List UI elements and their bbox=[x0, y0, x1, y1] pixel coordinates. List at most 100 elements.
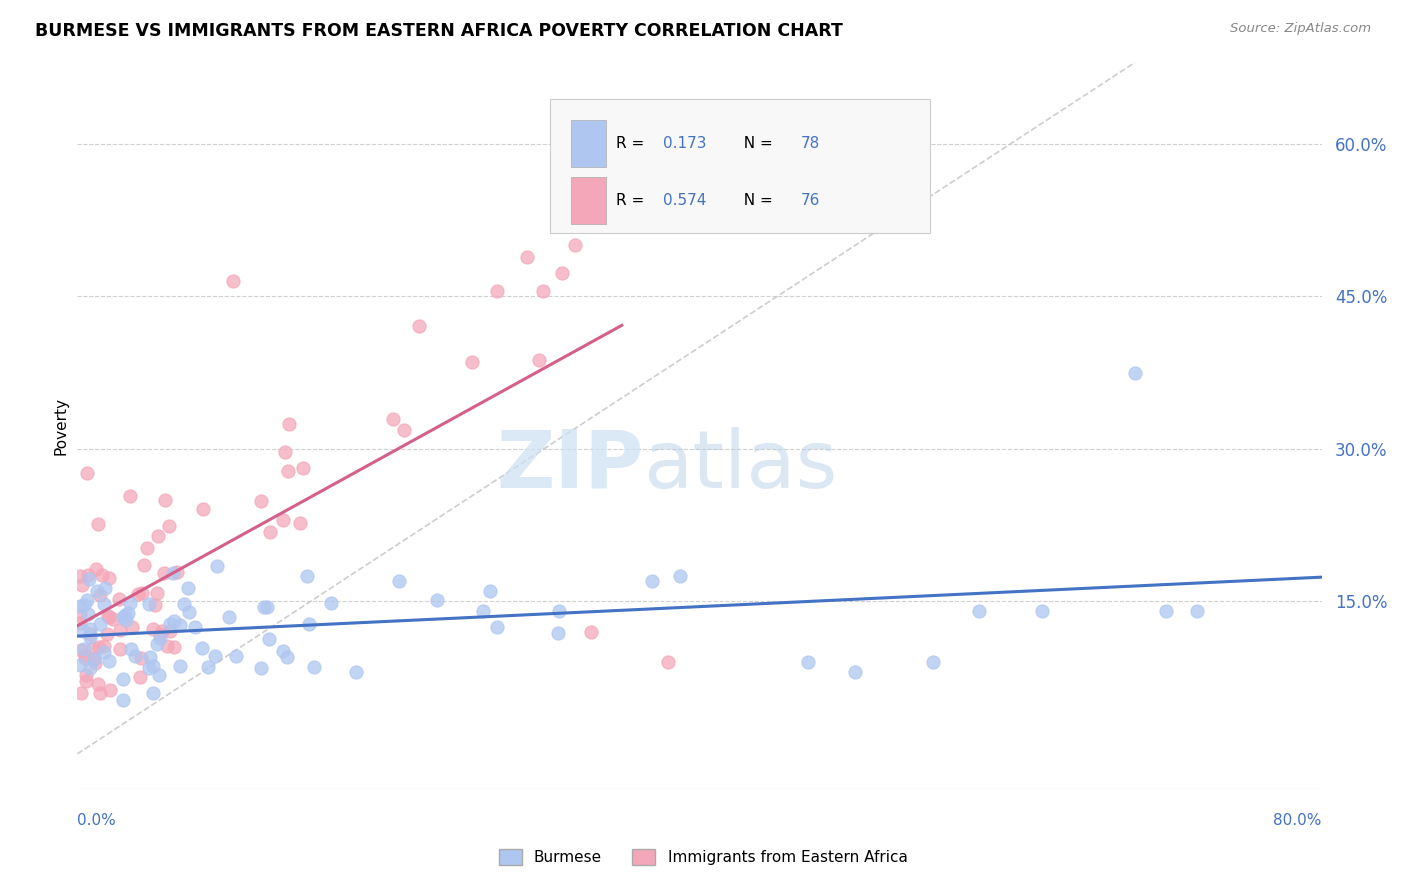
Point bbox=[72, 624, 94, 638]
Point bbox=[89, 616, 111, 631]
Point bbox=[117, 607, 139, 621]
Point bbox=[111, 610, 134, 624]
Point bbox=[1031, 605, 1053, 619]
Point bbox=[408, 318, 430, 333]
Point bbox=[138, 597, 160, 611]
Point bbox=[124, 649, 146, 664]
Point bbox=[641, 574, 664, 589]
Point bbox=[93, 597, 115, 611]
Point bbox=[157, 519, 180, 533]
Point bbox=[319, 596, 342, 610]
Point bbox=[69, 599, 91, 614]
Point bbox=[155, 639, 177, 653]
Point bbox=[295, 569, 318, 583]
Point bbox=[77, 607, 100, 622]
FancyBboxPatch shape bbox=[550, 99, 929, 234]
Point bbox=[143, 598, 166, 612]
Point bbox=[76, 593, 98, 607]
Point bbox=[302, 660, 325, 674]
Text: N =: N = bbox=[734, 193, 778, 208]
Point bbox=[153, 566, 176, 580]
Point bbox=[485, 620, 508, 634]
Point bbox=[89, 588, 111, 602]
Point bbox=[108, 641, 131, 656]
Point bbox=[138, 661, 160, 675]
Point bbox=[146, 529, 169, 543]
Point bbox=[668, 568, 690, 582]
Point bbox=[177, 606, 200, 620]
Point bbox=[101, 612, 124, 626]
Text: R =: R = bbox=[616, 136, 650, 152]
Text: 78: 78 bbox=[800, 136, 820, 152]
Point bbox=[426, 593, 449, 607]
Point bbox=[159, 624, 181, 639]
Point bbox=[139, 649, 162, 664]
Point bbox=[173, 597, 195, 611]
Point bbox=[527, 352, 550, 367]
Point bbox=[79, 661, 101, 675]
Point bbox=[531, 284, 554, 298]
Point bbox=[547, 604, 569, 618]
Point bbox=[118, 596, 141, 610]
Point bbox=[97, 610, 120, 624]
Point bbox=[112, 673, 135, 687]
Point bbox=[121, 620, 143, 634]
Point bbox=[97, 609, 120, 624]
Point bbox=[108, 623, 131, 637]
Point bbox=[132, 558, 155, 573]
Point bbox=[83, 651, 105, 665]
Point bbox=[461, 355, 484, 369]
Point bbox=[142, 622, 165, 636]
Point bbox=[93, 645, 115, 659]
Point bbox=[1187, 605, 1209, 619]
Point bbox=[471, 604, 494, 618]
Point bbox=[1154, 605, 1177, 619]
Point bbox=[169, 617, 191, 632]
Point bbox=[79, 630, 101, 644]
Point bbox=[486, 284, 509, 298]
Point bbox=[70, 643, 93, 657]
Point bbox=[225, 649, 247, 664]
Point bbox=[547, 626, 569, 640]
Point bbox=[516, 250, 538, 264]
Point bbox=[288, 516, 311, 530]
Point bbox=[69, 569, 91, 583]
Point bbox=[97, 571, 120, 585]
Point bbox=[253, 600, 276, 615]
Point bbox=[271, 513, 294, 527]
Point bbox=[478, 584, 501, 599]
Text: 0.574: 0.574 bbox=[664, 193, 707, 208]
Point bbox=[184, 620, 207, 634]
Text: atlas: atlas bbox=[644, 427, 838, 505]
Point bbox=[83, 652, 105, 666]
Point bbox=[120, 642, 142, 657]
Point bbox=[90, 568, 112, 582]
Point bbox=[381, 412, 404, 426]
Point bbox=[256, 599, 278, 614]
Point bbox=[96, 627, 118, 641]
Point bbox=[129, 669, 152, 683]
Text: ZIP: ZIP bbox=[496, 427, 644, 505]
Point bbox=[73, 651, 96, 665]
Point bbox=[153, 493, 176, 508]
Point bbox=[271, 643, 294, 657]
Point bbox=[969, 605, 991, 619]
Point bbox=[98, 654, 121, 668]
Point bbox=[77, 573, 100, 587]
Point bbox=[197, 660, 219, 674]
Legend: Burmese, Immigrants from Eastern Africa: Burmese, Immigrants from Eastern Africa bbox=[492, 843, 914, 871]
Point bbox=[107, 591, 129, 606]
Point bbox=[142, 659, 165, 673]
Text: R =: R = bbox=[616, 193, 650, 208]
Point bbox=[83, 657, 105, 671]
Point bbox=[131, 585, 153, 599]
Point bbox=[291, 460, 314, 475]
Point bbox=[75, 668, 97, 682]
Point bbox=[388, 574, 411, 588]
Point bbox=[844, 665, 866, 680]
Bar bbox=[571, 177, 606, 224]
Point bbox=[111, 693, 134, 707]
Point bbox=[797, 656, 820, 670]
Point bbox=[657, 656, 679, 670]
Point bbox=[73, 641, 96, 656]
